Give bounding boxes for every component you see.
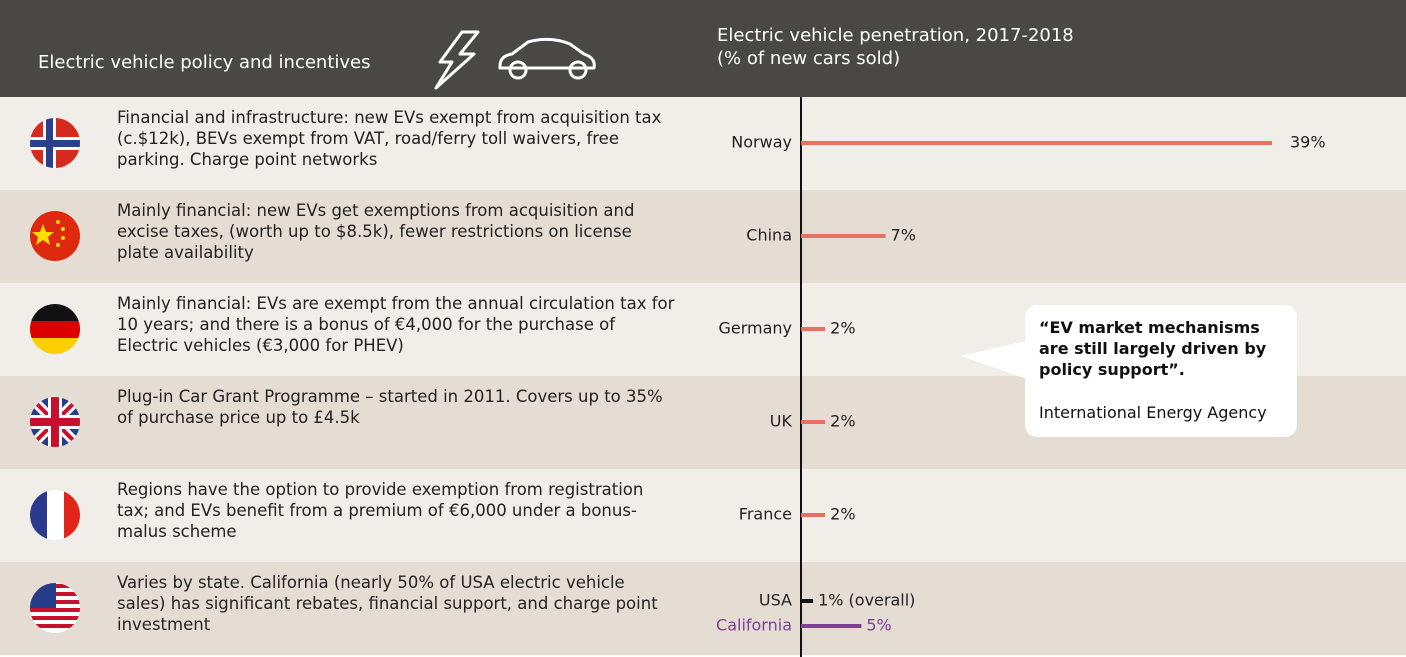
category-label: France xyxy=(739,505,792,524)
flag-china xyxy=(30,211,80,261)
policy-text: Mainly financial: EVs are exempt from th… xyxy=(117,294,675,355)
lightning-icon xyxy=(434,30,480,90)
value-label: 5% xyxy=(866,616,891,635)
bar xyxy=(801,141,1272,145)
flag-uk xyxy=(30,397,80,447)
value-label: 7% xyxy=(891,226,916,245)
flags xyxy=(30,118,80,633)
quote-text: “EV market mechanisms are still largely … xyxy=(1039,318,1267,379)
category-label: UK xyxy=(770,412,793,431)
flag-france xyxy=(30,490,80,540)
bar xyxy=(801,234,886,238)
policy-row: Varies by state. California (nearly 50% … xyxy=(0,562,1406,655)
quote-source: International Energy Agency xyxy=(1039,403,1267,422)
header: Electric vehicle policy and incentives E… xyxy=(0,0,1406,97)
bar xyxy=(801,624,862,628)
chart-subtitle: (% of new cars sold) xyxy=(717,48,901,69)
category-label: Norway xyxy=(731,133,792,152)
category-label: California xyxy=(716,616,792,635)
policy-row: Mainly financial: new EVs get exemptions… xyxy=(0,190,1406,283)
value-label: 39% xyxy=(1290,133,1326,152)
category-label: China xyxy=(746,226,792,245)
policy-text: Financial and infrastructure: new EVs ex… xyxy=(117,108,662,169)
bar xyxy=(801,599,814,603)
policy-text: Varies by state. California (nearly 50% … xyxy=(117,573,658,634)
bar xyxy=(801,327,826,331)
value-label: 2% xyxy=(830,412,855,431)
category-label: Germany xyxy=(718,319,792,338)
car-icon xyxy=(498,37,596,70)
value-label: 2% xyxy=(830,505,855,524)
quote-tail xyxy=(960,340,1030,380)
flag-norway xyxy=(30,118,80,168)
flag-germany xyxy=(30,304,80,354)
policy-text: Mainly financial: new EVs get exemptions… xyxy=(117,201,635,262)
chart-title-block: Electric vehicle penetration, 2017-2018 … xyxy=(717,24,1074,70)
value-label: 2% xyxy=(830,319,855,338)
value-label: 1% (overall) xyxy=(818,591,915,610)
header-title: Electric vehicle policy and incentives xyxy=(38,52,371,73)
bar xyxy=(801,420,826,424)
header-icons xyxy=(434,30,596,90)
chart-title: Electric vehicle penetration, 2017-2018 xyxy=(717,25,1074,46)
policy-row: Financial and infrastructure: new EVs ex… xyxy=(0,97,1406,190)
bar xyxy=(801,513,826,517)
car-wheel xyxy=(508,60,528,80)
quote-box: “EV market mechanisms are still largely … xyxy=(1025,305,1297,437)
flag-usa xyxy=(30,583,80,633)
policy-text: Plug-in Car Grant Programme – started in… xyxy=(117,387,663,427)
policy-text: Regions have the option to provide exemp… xyxy=(117,480,644,541)
category-label: USA xyxy=(759,591,792,610)
car-wheel xyxy=(568,60,588,80)
policy-row: Regions have the option to provide exemp… xyxy=(0,469,1406,562)
